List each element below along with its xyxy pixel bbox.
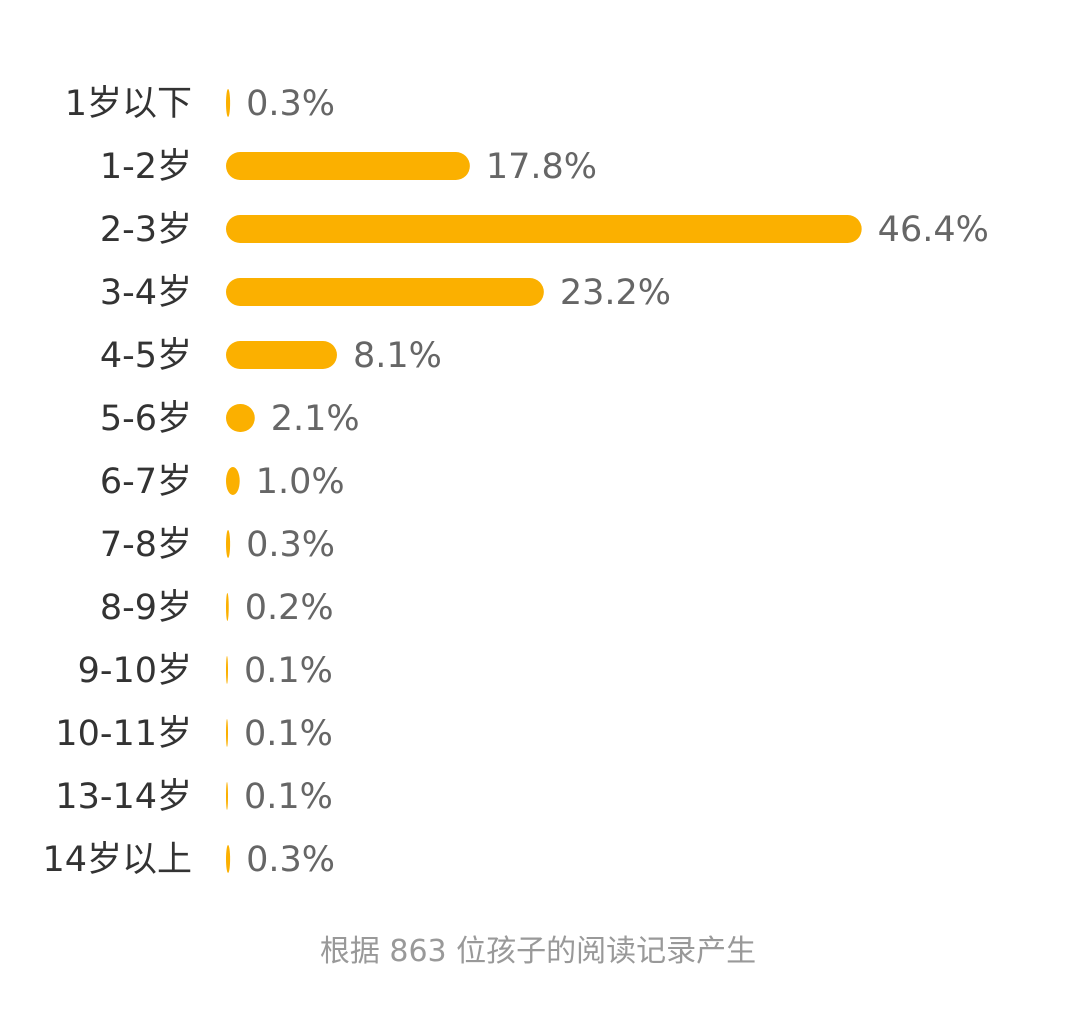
bar bbox=[226, 593, 229, 621]
category-label: 8-9岁 bbox=[100, 588, 192, 628]
bar bbox=[226, 656, 228, 684]
bar bbox=[226, 404, 255, 432]
value-label: 0.2% bbox=[245, 588, 334, 628]
bar bbox=[226, 89, 231, 117]
value-label: 0.3% bbox=[246, 525, 335, 565]
bar bbox=[226, 782, 228, 810]
category-label: 1岁以下 bbox=[65, 84, 192, 124]
bar bbox=[226, 341, 337, 369]
bar bbox=[226, 278, 544, 306]
category-label: 14岁以上 bbox=[42, 840, 192, 880]
value-label: 0.1% bbox=[244, 714, 333, 754]
category-label: 6-7岁 bbox=[100, 462, 192, 502]
bar bbox=[226, 215, 862, 243]
footer-note: 根据 863 位孩子的阅读记录产生 bbox=[319, 934, 757, 969]
value-label: 23.2% bbox=[560, 273, 671, 313]
category-label: 7-8岁 bbox=[100, 525, 192, 565]
value-label: 0.1% bbox=[244, 777, 333, 817]
value-label: 46.4% bbox=[878, 210, 989, 250]
category-label: 13-14岁 bbox=[55, 777, 192, 817]
value-label: 2.1% bbox=[271, 399, 360, 439]
bar bbox=[226, 152, 470, 180]
age-distribution-chart: 1岁以下 0.3% 1-2岁 17.8% 2-3岁 46.4% 3-4岁 23.2% 4-5岁 8… bbox=[42, 84, 989, 880]
bar bbox=[226, 845, 231, 873]
value-label: 17.8% bbox=[486, 147, 597, 187]
bar bbox=[226, 467, 240, 495]
category-label: 5-6岁 bbox=[100, 399, 192, 439]
value-label: 0.3% bbox=[246, 84, 335, 124]
bar bbox=[226, 719, 228, 747]
category-label: 1-2岁 bbox=[100, 147, 192, 187]
category-label: 4-5岁 bbox=[100, 336, 192, 376]
category-label: 3-4岁 bbox=[100, 273, 192, 313]
category-label: 10-11岁 bbox=[55, 714, 192, 754]
category-label: 9-10岁 bbox=[78, 651, 192, 691]
bar bbox=[226, 530, 231, 558]
category-label: 2-3岁 bbox=[100, 210, 192, 250]
value-label: 8.1% bbox=[353, 336, 442, 376]
value-label: 1.0% bbox=[256, 462, 345, 502]
value-label: 0.1% bbox=[244, 651, 333, 691]
value-label: 0.3% bbox=[246, 840, 335, 880]
